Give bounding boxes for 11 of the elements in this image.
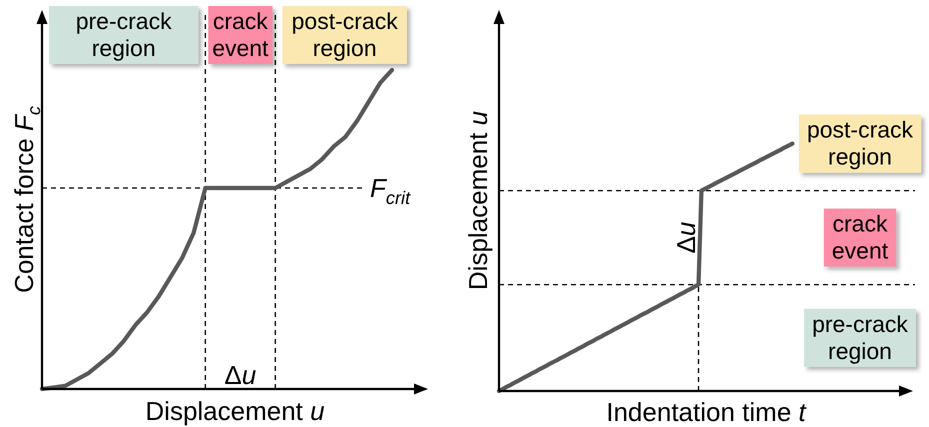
text: pre-crack region: [812, 310, 908, 364]
y-axis-title: Displacement u: [463, 110, 493, 290]
annotation: Δu: [224, 360, 256, 390]
annotation: Δu: [670, 222, 701, 254]
ref-line-label: F$_{crit}$: [370, 173, 412, 208]
text: post-crack region: [806, 116, 914, 170]
x-axis-title: Indentation time t: [606, 397, 808, 427]
text: post-crack region: [292, 8, 398, 61]
text: crack event: [832, 210, 889, 264]
x-axis-title: Displacement u: [145, 396, 325, 426]
text: pre-crack region: [76, 8, 172, 61]
